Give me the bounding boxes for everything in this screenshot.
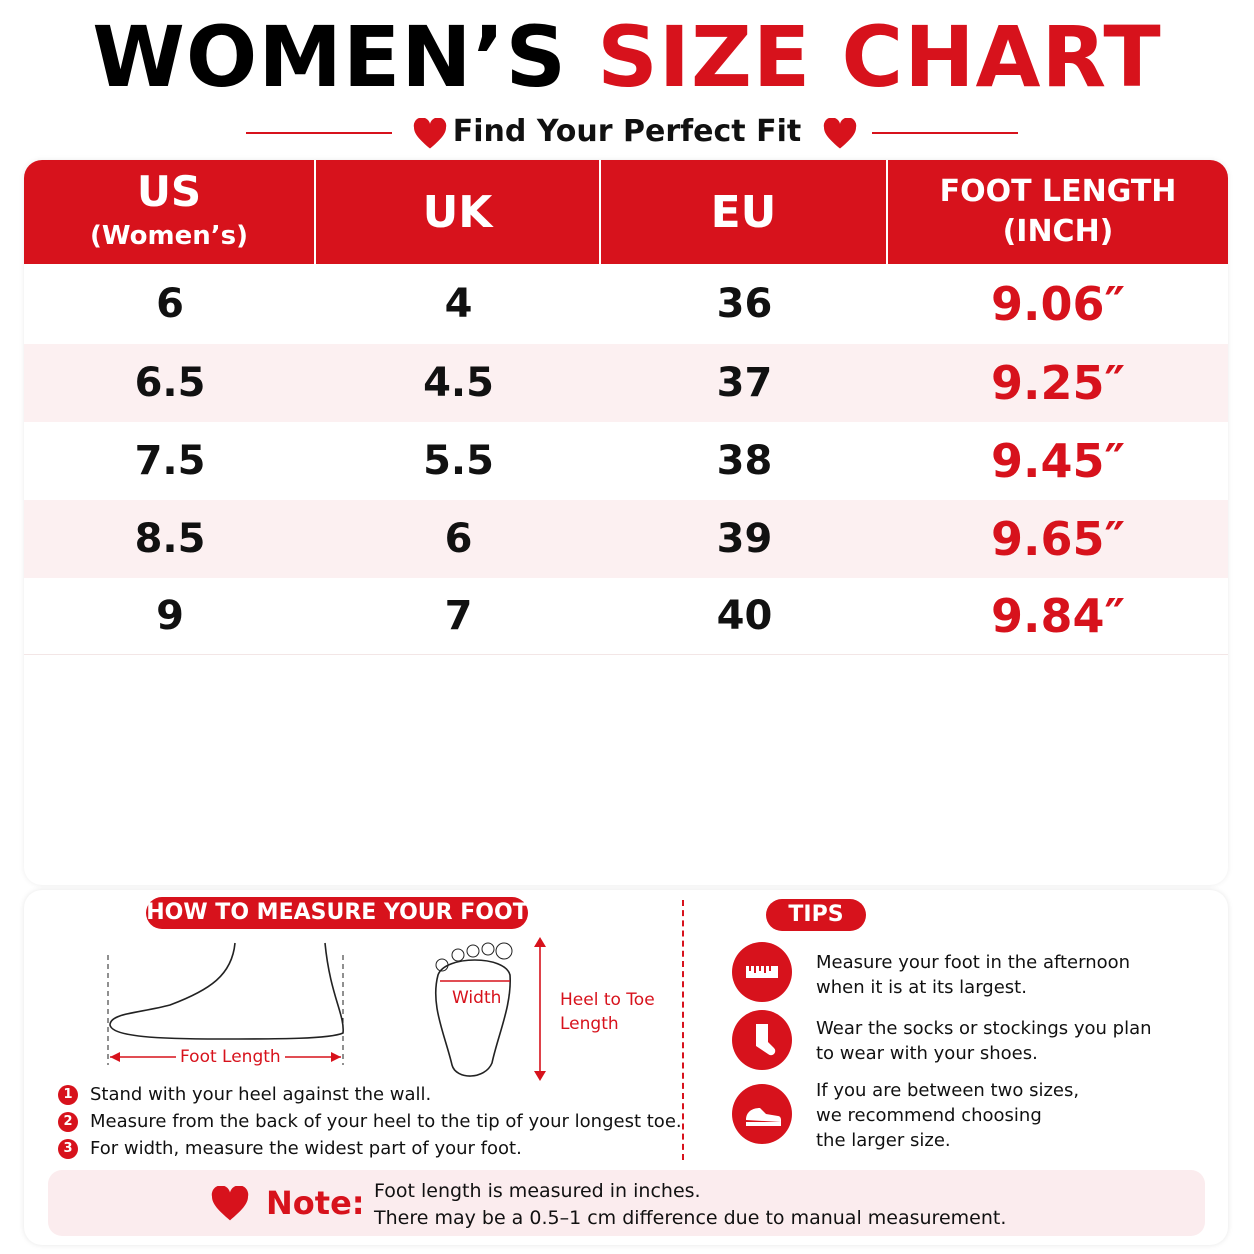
steps: 1 Stand with your heel against the wall. 2… <box>58 1081 682 1162</box>
table-cell: 8.5 <box>134 516 206 562</box>
header-text: (INCH) <box>1002 214 1114 249</box>
note-line: There may be a 0.5–1 cm difference due t… <box>374 1207 1007 1229</box>
heart-icon <box>211 1186 249 1221</box>
note-text: Foot length is measured in inches. There … <box>374 1178 1006 1232</box>
table-cell: 9.25″ <box>990 356 1126 410</box>
table-cell: 5.5 <box>423 438 494 484</box>
table-cell: 37 <box>716 360 773 406</box>
tip-line: the larger size. <box>816 1130 951 1151</box>
divider <box>682 900 684 1160</box>
width-label: Width <box>452 988 502 1008</box>
table-cell: 9.45″ <box>990 434 1126 488</box>
tip-icon <box>732 1084 792 1144</box>
table-cell: 6.5 <box>134 360 206 406</box>
tip-line: Measure your foot in the afternoon <box>816 952 1131 973</box>
title: WOMEN’S SIZE CHART <box>0 8 1254 106</box>
row-background <box>24 578 1228 655</box>
measure-title: HOW TO MEASURE YOUR FOOT <box>146 897 528 929</box>
header-cell: FOOT LENGTH (INCH) <box>888 160 1228 264</box>
table-cell: 40 <box>716 593 773 639</box>
table-cell: 9 <box>156 593 184 639</box>
table-cell: 9.06″ <box>990 277 1126 331</box>
tips-title: TIPS <box>766 899 866 931</box>
note-label: Note: <box>266 1184 365 1222</box>
title-black: WOMEN’S <box>92 8 568 106</box>
step: 1 Stand with your heel against the wall. <box>58 1081 682 1108</box>
tip: If you are between two sizes, we recommen… <box>816 1078 1079 1153</box>
header-text: EU <box>710 186 777 238</box>
step: 3 For width, measure the widest part of y… <box>58 1135 682 1162</box>
step-number: 1 <box>58 1084 78 1105</box>
step-number: 3 <box>58 1138 78 1159</box>
table-cell: 9.84″ <box>990 589 1126 643</box>
heart-icon <box>413 118 447 149</box>
table-cell: 7.5 <box>134 438 206 484</box>
label-line: Length <box>560 1014 619 1034</box>
table-cell: 36 <box>716 281 773 327</box>
header-text: (Women’s) <box>90 221 248 251</box>
foot-length-label: Foot Length <box>176 1047 285 1067</box>
row-background <box>24 344 1228 423</box>
step-text: For width, measure the widest part of yo… <box>90 1138 522 1159</box>
step-text: Measure from the back of your heel to th… <box>90 1111 682 1132</box>
table-cell: 4.5 <box>423 360 494 406</box>
tip-line: we recommend choosing <box>816 1105 1042 1126</box>
row-background <box>24 264 1228 345</box>
label-line: Heel to Toe <box>560 990 655 1010</box>
divider <box>246 132 392 134</box>
header-cell: UK <box>316 160 599 264</box>
subtitle: Find Your Perfect Fit <box>452 114 802 149</box>
table-cell: 6 <box>156 281 184 327</box>
header-cell: US (Women’s) <box>24 160 314 264</box>
step-number: 2 <box>58 1111 78 1132</box>
divider <box>872 132 1018 134</box>
title-red: SIZE CHART <box>597 8 1162 106</box>
heel-to-toe-label: Heel to Toe Length <box>560 988 655 1036</box>
tip-line: If you are between two sizes, <box>816 1080 1080 1101</box>
table-cell: 38 <box>716 438 773 484</box>
table-cell: 6 <box>444 516 473 562</box>
table-cell: 9.65″ <box>990 512 1126 566</box>
tip-line: Wear the socks or stockings you plan <box>816 1018 1152 1039</box>
tip-icon <box>732 942 792 1002</box>
heart-icon <box>823 118 857 149</box>
table-cell: 39 <box>716 516 773 562</box>
note-line: Foot length is measured in inches. <box>374 1180 701 1202</box>
tip-line: to wear with your shoes. <box>816 1043 1038 1064</box>
table-cell: 7 <box>444 593 473 639</box>
row-background <box>24 500 1228 579</box>
header-text: FOOT LENGTH <box>939 174 1177 209</box>
step: 2 Measure from the back of your heel to t… <box>58 1108 682 1135</box>
header-cell: EU <box>601 160 886 264</box>
tip: Wear the socks or stockings you plan to w… <box>816 1016 1152 1066</box>
header-text: UK <box>422 186 493 238</box>
header-text: US <box>136 167 202 216</box>
tip-line: when it is at its largest. <box>816 977 1027 998</box>
step-text: Stand with your heel against the wall. <box>90 1084 432 1105</box>
size-table: US (Women’s) UK EU FOOT LENGTH (INCH) 6 4 36 9.06… <box>24 160 1228 885</box>
tip: Measure your foot in the afternoon when i… <box>816 950 1130 1000</box>
tip-icon <box>732 1010 792 1070</box>
table-cell: 4 <box>444 281 473 327</box>
